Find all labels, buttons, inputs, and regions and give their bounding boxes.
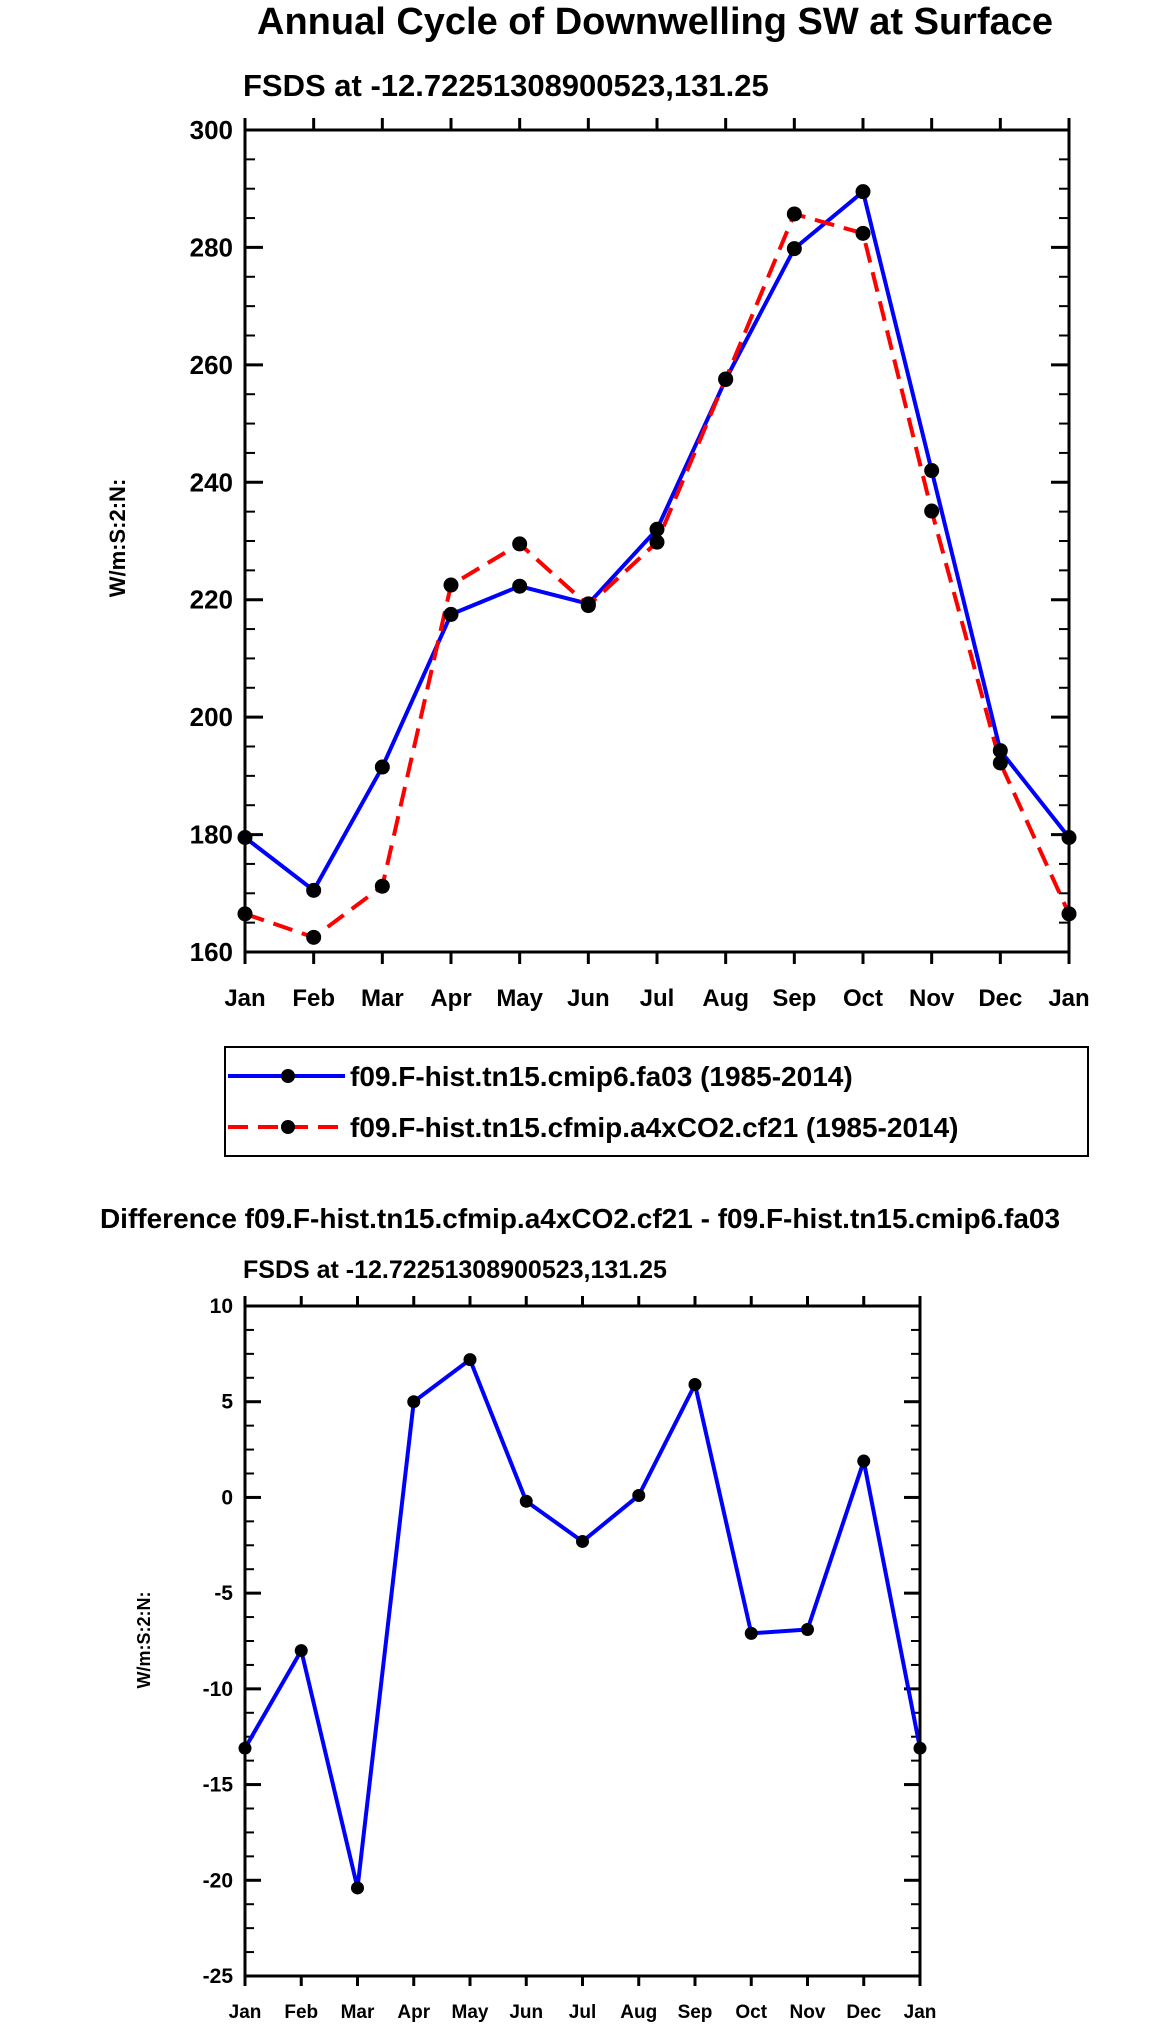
chart1-xtick-label: Dec	[978, 985, 1022, 1012]
chart2-xtick-label: Jan	[229, 2002, 262, 2023]
chart2-point-1	[576, 1534, 589, 1548]
chart1-ytick-label: 240	[190, 467, 233, 497]
chart1-ytick-label: 180	[190, 820, 233, 850]
chart1-point-1	[649, 521, 665, 537]
chart2-xtick-label: Jun	[509, 2002, 543, 2023]
chart1-point-1	[786, 241, 802, 257]
chart2-xtick-label: Jul	[569, 2002, 596, 2023]
chart2-point-1	[463, 1353, 477, 1367]
chart2-ytick-label: -15	[203, 1774, 234, 1797]
chart2-ytick-label: 10	[210, 1295, 233, 1318]
chart2-point-1	[744, 1626, 758, 1640]
chart1-xtick-label: Jan	[1048, 985, 1089, 1012]
chart1-point-1	[374, 759, 390, 775]
chart1-point-2	[443, 577, 459, 593]
legend-label-1: f09.F-hist.tn15.cmip6.fa03 (1985-2014)	[350, 1061, 853, 1092]
bottom-chart: Difference f09.F-hist.tn15.cfmip.a4xCO2.…	[100, 1203, 1060, 2023]
chart2-xtick-label: Sep	[678, 2002, 713, 2023]
chart1-xtick-label: Jan	[224, 985, 265, 1012]
legend-label-2: f09.F-hist.tn15.cfmip.a4xCO2.cf21 (1985-…	[350, 1112, 958, 1143]
legend-marker-1	[281, 1069, 295, 1083]
chart2-series-line-1	[243, 1357, 922, 1890]
chart2-ytick-label: -5	[214, 1582, 233, 1605]
chart2-point-1	[632, 1489, 646, 1503]
chart1-point-1	[992, 743, 1008, 759]
chart2-point-1	[857, 1454, 871, 1468]
chart1-point-2	[580, 598, 596, 614]
chart1-point-1	[512, 578, 528, 594]
chart1-point-2	[924, 503, 940, 519]
chart1-plot-frame	[243, 128, 1071, 954]
chart1-series-group	[237, 184, 1077, 945]
chart1-point-2	[786, 206, 802, 222]
chart2-axes: -25 -20 -15 -10 -5 0 5 10 Jan Feb Mar Apr May Jun Jul A…	[203, 1295, 937, 2023]
chart2-xtick-label: Mar	[341, 2002, 375, 2023]
chart1-point-2	[512, 536, 528, 552]
chart1-point-2	[306, 929, 322, 945]
legend-entry-1: f09.F-hist.tn15.cmip6.fa03 (1985-2014)	[228, 1061, 853, 1092]
chart1-xtick-label: Jul	[640, 985, 675, 1012]
chart1-ytick-label: 220	[190, 585, 233, 615]
chart1-xtick-label: Nov	[909, 985, 955, 1012]
chart2-point-1	[801, 1623, 814, 1637]
chart1-title: Annual Cycle of Downwelling SW at Surfac…	[257, 1, 1053, 43]
chart1-ytick-label: 200	[190, 702, 233, 732]
chart2-series-group	[238, 1353, 927, 1895]
chart2-xtick-label: May	[452, 2002, 489, 2023]
chart2-xtick-label: Nov	[790, 2002, 826, 2023]
chart1-series-line-2	[244, 211, 1071, 940]
chart1-point-2	[718, 371, 734, 387]
chart1-xtick-label: May	[496, 985, 543, 1012]
chart1-xtick-label: Oct	[843, 985, 883, 1012]
chart1-point-2	[374, 878, 390, 894]
chart1-xtick-label: Apr	[430, 985, 471, 1012]
chart1-point-2	[855, 225, 871, 241]
chart2-plot-frame	[243, 1304, 922, 1978]
chart2-ytick-label: -10	[203, 1678, 233, 1701]
chart2-ytick-label: 0	[221, 1486, 233, 1509]
chart1-xtick-label: Aug	[702, 985, 749, 1012]
chart2-point-1	[294, 1644, 308, 1658]
chart2-xtick-label: Apr	[397, 2002, 430, 2023]
chart2-point-1	[407, 1395, 421, 1409]
chart1-point-1	[443, 606, 459, 622]
chart1-point-1	[855, 184, 871, 200]
chart2-xtick-label: Aug	[620, 2002, 657, 2023]
legend: f09.F-hist.tn15.cmip6.fa03 (1985-2014) f…	[224, 1046, 1089, 1157]
chart1-xtick-label: Mar	[361, 985, 404, 1012]
top-chart: Annual Cycle of Downwelling SW at Surfac…	[105, 1, 1090, 1012]
chart2-ytick-label: -20	[203, 1869, 233, 1892]
chart1-y-axis-label: W/m:S:2:N:	[105, 479, 130, 598]
legend-box	[224, 1046, 1089, 1157]
chart2-y-axis-label: W/m:S:2:N:	[134, 1592, 154, 1689]
chart2-xtick-label: Feb	[284, 2002, 318, 2023]
chart2-ytick-label: -25	[203, 1965, 234, 1988]
chart1-ytick-label: 260	[190, 350, 233, 380]
chart1-ytick-label: 300	[190, 115, 233, 145]
chart2-subtitle: FSDS at -12.72251308900523,131.25	[243, 1256, 667, 1284]
chart1-xtick-label: Feb	[292, 985, 335, 1012]
chart1-xtick-label: Jun	[567, 985, 610, 1012]
chart2-xtick-label: Dec	[846, 2002, 881, 2023]
chart2-xtick-label: Oct	[735, 2002, 767, 2023]
chart2-title: Difference f09.F-hist.tn15.cfmip.a4xCO2.…	[100, 1203, 1060, 1234]
chart1-ytick-label: 160	[190, 937, 233, 967]
chart1-point-2	[992, 755, 1008, 771]
chart1-point-1	[306, 882, 322, 898]
chart1-ytick-label: 280	[190, 232, 233, 262]
chart2-ytick-label: 5	[221, 1391, 233, 1414]
chart1-xtick-label: Sep	[772, 985, 816, 1012]
legend-marker-2	[281, 1120, 295, 1134]
chart1-point-2	[649, 534, 665, 550]
chart1-axes: 160 180 200 220 240 260 280 300 Jan Feb Mar Apr May J…	[190, 115, 1090, 1012]
chart2-xtick-label: Jan	[904, 2002, 937, 2023]
chart2-point-1	[351, 1881, 364, 1895]
chart2-point-1	[519, 1494, 533, 1508]
chart1-subtitle: FSDS at -12.72251308900523,131.25	[243, 68, 769, 103]
chart1-point-1	[924, 463, 940, 479]
chart2-point-1	[688, 1377, 702, 1391]
legend-entry-2: f09.F-hist.tn15.cfmip.a4xCO2.cf21 (1985-…	[228, 1112, 958, 1143]
